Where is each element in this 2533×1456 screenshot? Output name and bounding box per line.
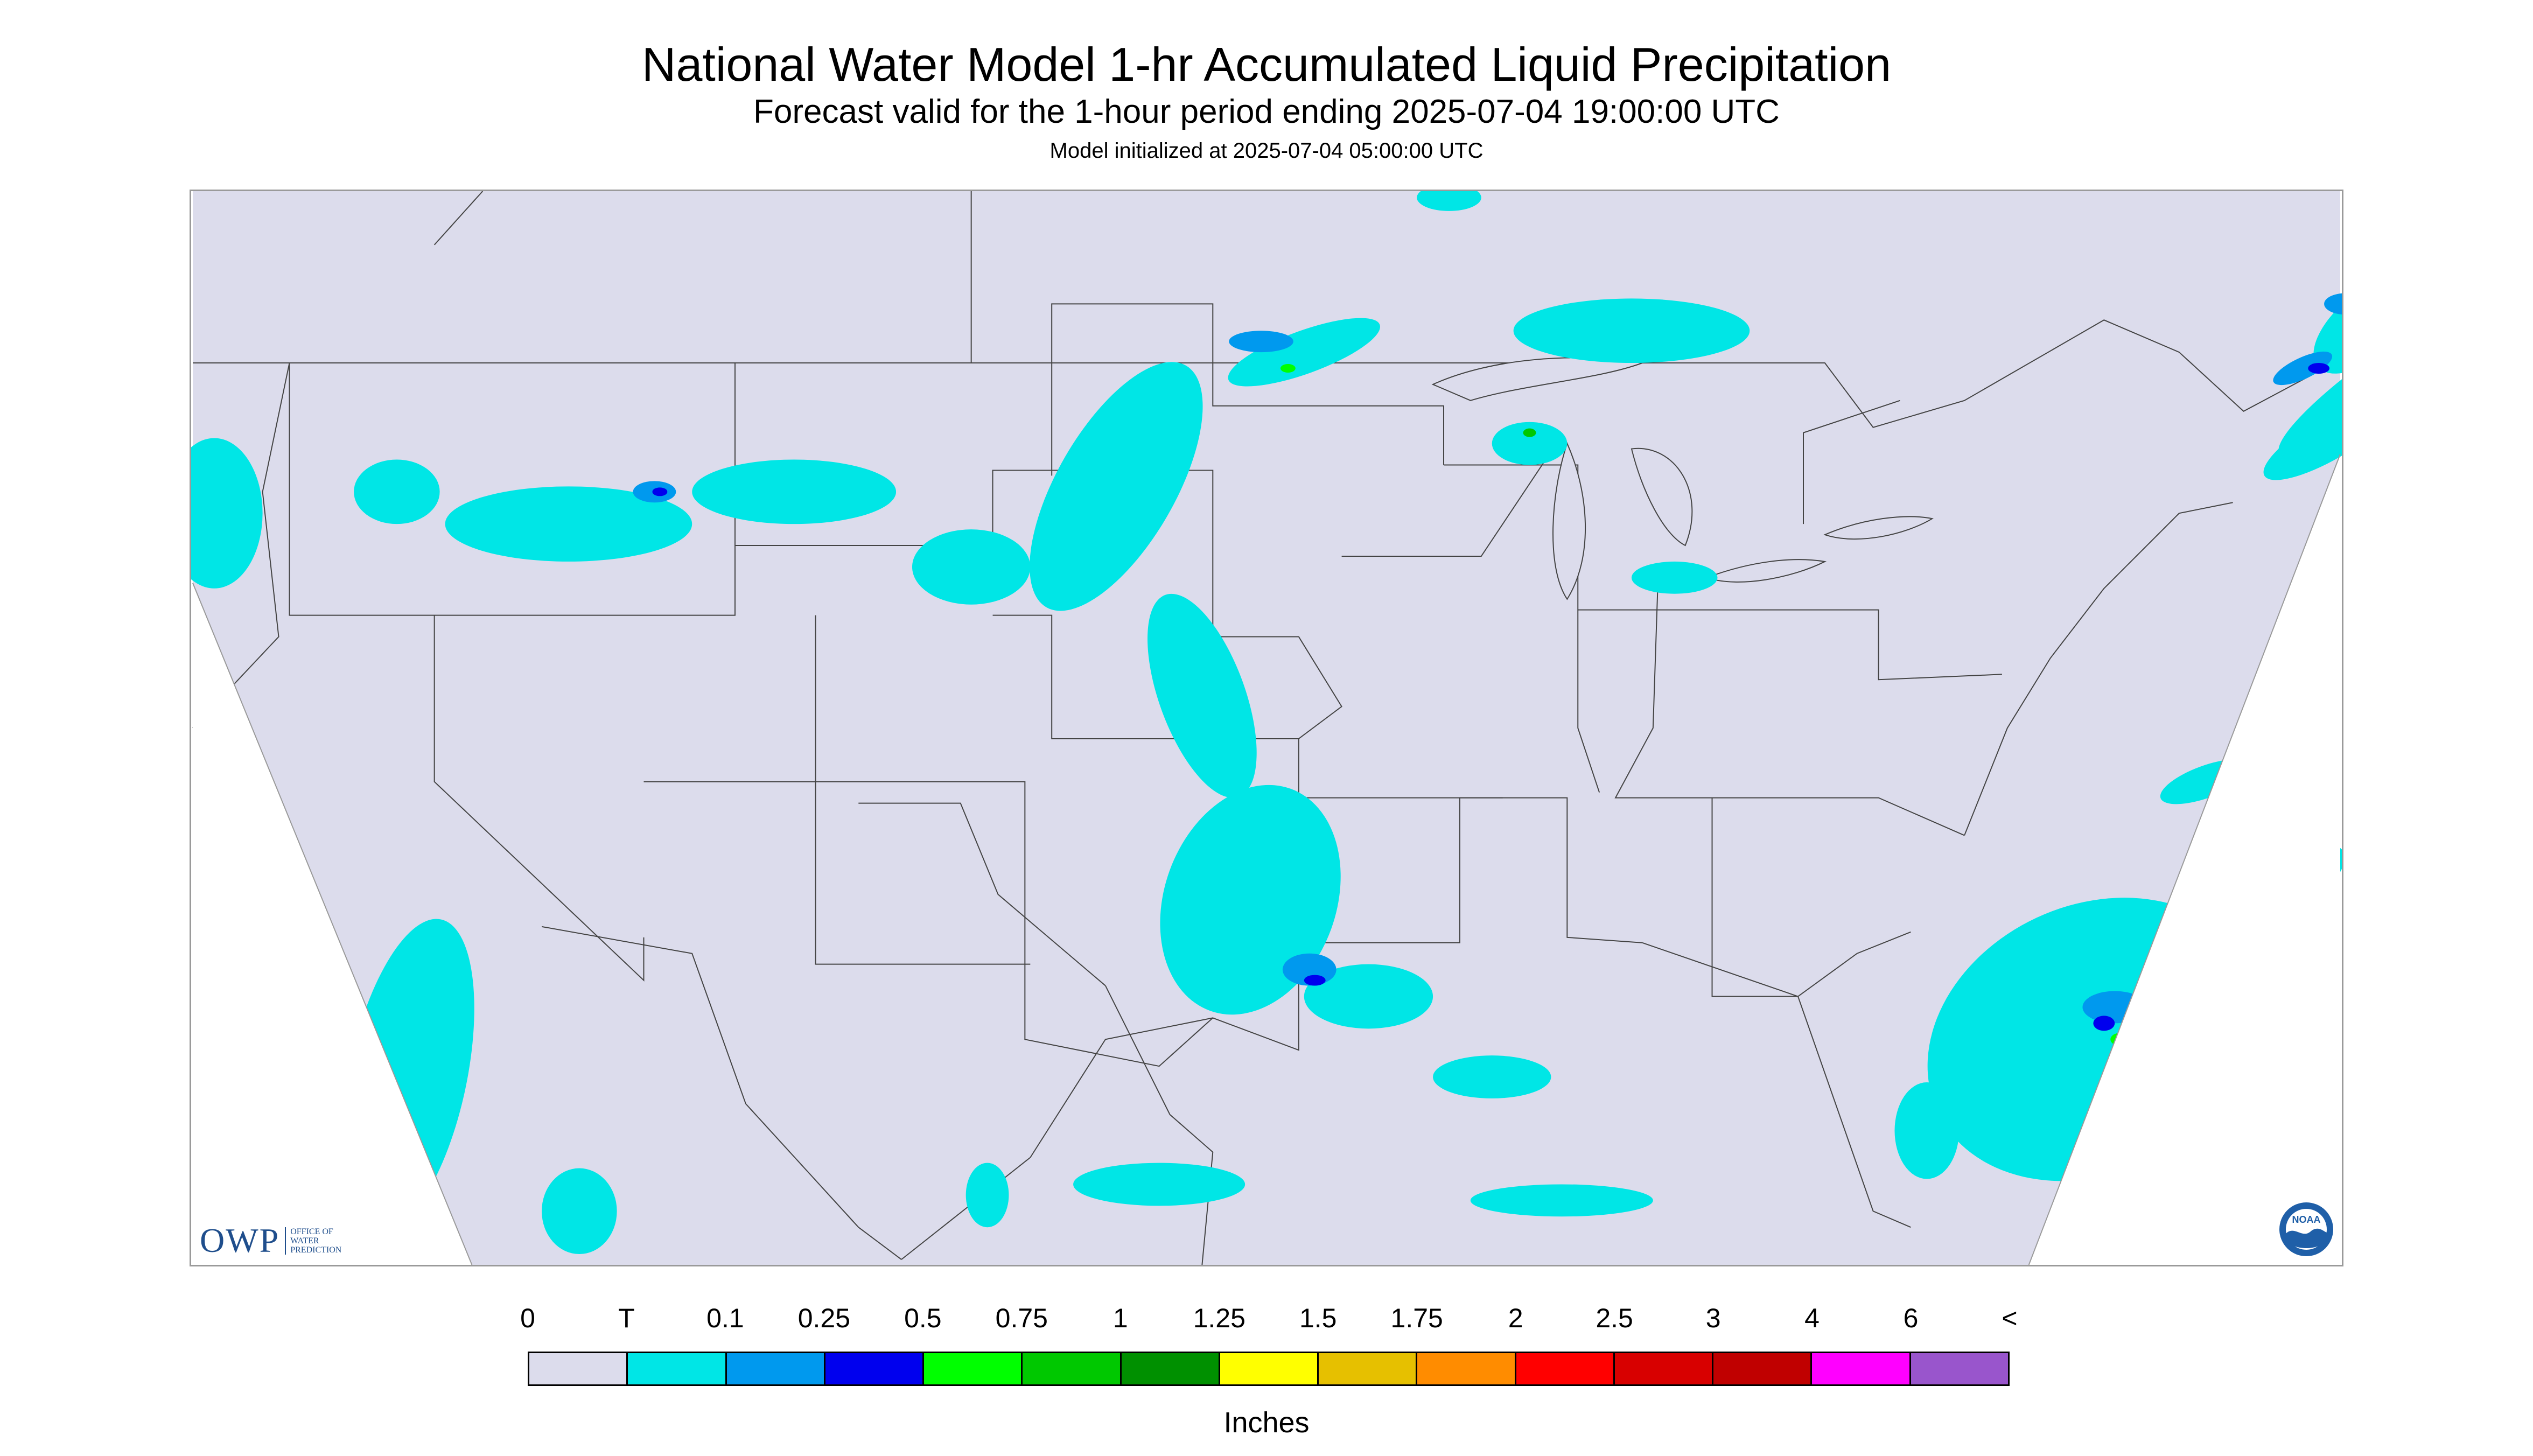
legend-swatch	[1220, 1353, 1319, 1384]
boundary-lines	[192, 191, 2325, 1265]
noaa-logo: NOAA	[2279, 1202, 2333, 1256]
legend-swatch	[1417, 1353, 1516, 1384]
map-title: National Water Model 1-hr Accumulated Li…	[641, 38, 1892, 91]
precipitation-moderate	[652, 363, 2330, 1031]
legend-label: 0	[520, 1303, 535, 1333]
legend-swatch	[1023, 1353, 1122, 1384]
legend-label: 2	[1508, 1303, 1523, 1333]
legend-swatch	[1812, 1353, 1911, 1384]
owp-logo-text: OFFICE OF WATER PREDICTION	[285, 1227, 341, 1255]
legend-colorbar	[528, 1352, 2010, 1386]
legend-swatch	[825, 1353, 925, 1384]
owp-logo-mark: OWP	[200, 1221, 280, 1259]
svg-text:NOAA: NOAA	[2292, 1214, 2321, 1225]
legend-labels: 0 T 0.1 0.25 0.5 0.75 1 1.25 1.5 1.75 2 2.5 3 4 6 <	[520, 1302, 2018, 1334]
domain-edge	[192, 454, 2341, 1265]
legend-label: 4	[1804, 1303, 1820, 1333]
legend-label: <	[2002, 1303, 2018, 1333]
legend-label: 1.75	[1390, 1303, 1443, 1333]
water-bodies	[1431, 357, 1934, 600]
legend-swatch	[628, 1353, 727, 1384]
legend-label: 2.5	[1596, 1303, 1633, 1333]
forecast-valid-subtitle: Forecast valid for the 1-hour period end…	[753, 93, 1780, 130]
legend-label: 0.1	[706, 1303, 744, 1333]
legend-swatch	[529, 1353, 628, 1384]
legend-swatch	[1614, 1353, 1714, 1384]
out-of-domain-mask	[193, 454, 2340, 1265]
legend-label: 0.25	[797, 1303, 851, 1333]
legend-swatch	[924, 1353, 1023, 1384]
legend-label: 1	[1112, 1303, 1128, 1333]
legend-swatch	[1713, 1353, 1813, 1384]
legend-label: 0.5	[904, 1303, 942, 1333]
legend-swatch	[1516, 1353, 1615, 1384]
legend-units: Inches	[1223, 1406, 1310, 1439]
legend-swatch	[726, 1353, 825, 1384]
legend-label: 6	[1903, 1303, 1919, 1333]
legend-swatch	[1319, 1353, 1418, 1384]
legend-swatch	[1911, 1353, 2008, 1384]
legend-label: 0.75	[995, 1303, 1048, 1333]
precipitation-map[interactable]: OWP OFFICE OF WATER PREDICTION NOAA	[190, 190, 2343, 1266]
legend-label: T	[618, 1303, 635, 1333]
map-canvas	[191, 191, 2342, 1265]
legend-swatch	[1121, 1353, 1220, 1384]
legend-label: 3	[1705, 1303, 1721, 1333]
legend-label: 1.25	[1193, 1303, 1245, 1333]
owp-logo: OWP OFFICE OF WATER PREDICTION	[200, 1221, 341, 1261]
legend-label: 1.5	[1299, 1303, 1337, 1333]
model-init-text: Model initialized at 2025-07-04 05:00:00…	[1049, 139, 1484, 163]
